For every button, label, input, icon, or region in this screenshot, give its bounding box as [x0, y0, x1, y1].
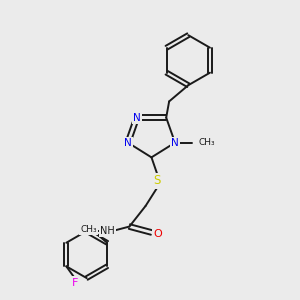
Text: N: N: [124, 138, 132, 148]
Text: NH: NH: [100, 226, 115, 236]
Text: N: N: [171, 138, 179, 148]
Text: F: F: [72, 278, 78, 287]
Text: S: S: [154, 174, 161, 188]
Text: N: N: [133, 112, 141, 123]
Text: CH₃: CH₃: [80, 225, 97, 234]
Text: O: O: [153, 229, 162, 239]
Text: CH₃: CH₃: [199, 138, 215, 147]
